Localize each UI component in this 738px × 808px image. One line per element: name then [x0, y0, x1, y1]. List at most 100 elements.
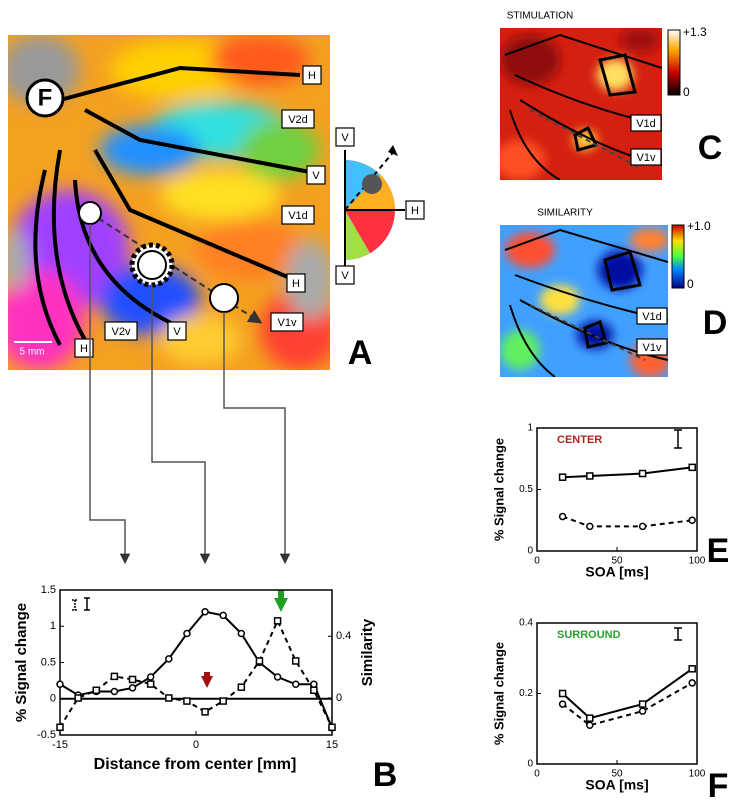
y-tick-label: 0	[50, 693, 56, 705]
panel-title: SIMILARITY	[537, 208, 593, 219]
area-labels: H V2d V V1d H V2v V H V1v	[74, 65, 326, 358]
label-box	[104, 321, 138, 341]
point	[201, 608, 209, 616]
map-label: V1v	[637, 152, 656, 164]
map-label: V1d	[288, 210, 308, 222]
point	[638, 707, 647, 715]
chart-title: CENTER	[557, 434, 602, 446]
y-axis-label: % Signal change	[491, 438, 506, 541]
map-label: V	[173, 326, 181, 338]
point	[165, 655, 173, 663]
series-line	[59, 610, 333, 729]
map-label: V	[341, 270, 349, 282]
series-line	[561, 668, 693, 720]
y-axis-label: % Signal change	[13, 603, 30, 722]
rois	[78, 201, 239, 313]
point	[183, 629, 191, 638]
panel-letter: B	[373, 756, 398, 794]
map-label: V1d	[642, 311, 662, 323]
y-tick-label: -0.5	[37, 729, 56, 741]
map-label: V2v	[112, 326, 131, 338]
map-label: H	[292, 278, 300, 290]
x-tick-label: 100	[689, 769, 706, 780]
label-box	[302, 65, 322, 85]
point	[237, 629, 246, 638]
line-chart: -15 0 15 -0.5 0 0.5 1 1.5 0 0.4 Distance from cent…	[13, 584, 397, 794]
point	[291, 680, 300, 688]
map-label: H	[411, 205, 419, 217]
point	[586, 714, 594, 722]
y-tick-label: 1.5	[41, 584, 56, 596]
map-label: H	[308, 70, 316, 82]
y-tick-label: 1	[527, 423, 533, 434]
point	[237, 683, 246, 691]
point	[688, 463, 696, 472]
x-axis-label: SOA [ms]	[585, 564, 648, 580]
y-tick-label: 0	[527, 759, 533, 770]
red-arrow	[201, 676, 213, 688]
map-labels: V1d V1v	[630, 114, 662, 166]
map-label: V1d	[636, 118, 656, 130]
point	[165, 694, 173, 702]
area-borders	[33, 65, 311, 346]
colorbar	[667, 29, 681, 96]
point	[558, 700, 567, 708]
panel-letter: A	[348, 334, 373, 372]
series-line	[562, 466, 693, 479]
green-arrow	[274, 598, 288, 612]
point	[146, 673, 155, 681]
line-chart: 0 50 100 0 0.5 1 CENTER SOA [ms] % Signal change…	[491, 423, 729, 580]
point	[273, 617, 282, 625]
point	[558, 689, 567, 698]
x-tick-label: 0	[534, 769, 540, 780]
plot-frame	[536, 427, 698, 552]
colorbar-label: 0	[687, 277, 694, 291]
label-box	[74, 338, 94, 358]
point	[219, 697, 227, 705]
fovea-marker	[25, 78, 65, 118]
wheel-labels: V H V	[335, 127, 425, 285]
error-bars	[72, 429, 682, 641]
point	[586, 721, 594, 729]
y-tick-label: 0.4	[519, 618, 533, 629]
scale-bar: 5 mm	[14, 341, 52, 358]
label-box	[281, 109, 315, 129]
point	[56, 680, 64, 688]
point	[586, 522, 594, 531]
x-tick-label: 100	[689, 556, 706, 567]
panel-letter: C	[698, 129, 723, 167]
label-box	[286, 273, 306, 293]
map-label: V2d	[288, 114, 308, 126]
map-label: V1v	[643, 342, 662, 354]
x-tick-label: 15	[326, 739, 338, 751]
fovea-label: F	[38, 84, 53, 111]
point	[291, 657, 300, 665]
point	[201, 708, 209, 716]
point	[688, 516, 696, 524]
map-label: V	[341, 132, 349, 144]
connectors	[89, 224, 291, 565]
plot-frame	[59, 589, 333, 736]
color-wheel	[344, 145, 405, 270]
y2-tick-label: 0.4	[336, 630, 351, 642]
colorbar-label: 0	[683, 85, 690, 99]
x-axis-label: SOA [ms]	[585, 777, 648, 793]
label-box	[335, 127, 355, 147]
point	[74, 694, 82, 702]
y-tick-label: 0.5	[41, 656, 56, 668]
y2-tick-label: 0	[336, 692, 342, 704]
point	[92, 686, 101, 695]
point	[128, 675, 137, 684]
y-axis-label: % Signal change	[491, 642, 506, 745]
panel-title: STIMULATION	[507, 11, 573, 22]
label-box	[335, 265, 355, 285]
point	[688, 665, 696, 673]
scale-label: 5 mm	[20, 347, 45, 358]
phase-map	[8, 35, 330, 370]
point	[56, 723, 64, 732]
x-tick-label: 50	[611, 556, 623, 567]
series-line	[562, 515, 693, 528]
colorbar	[671, 224, 685, 289]
point	[558, 473, 567, 481]
